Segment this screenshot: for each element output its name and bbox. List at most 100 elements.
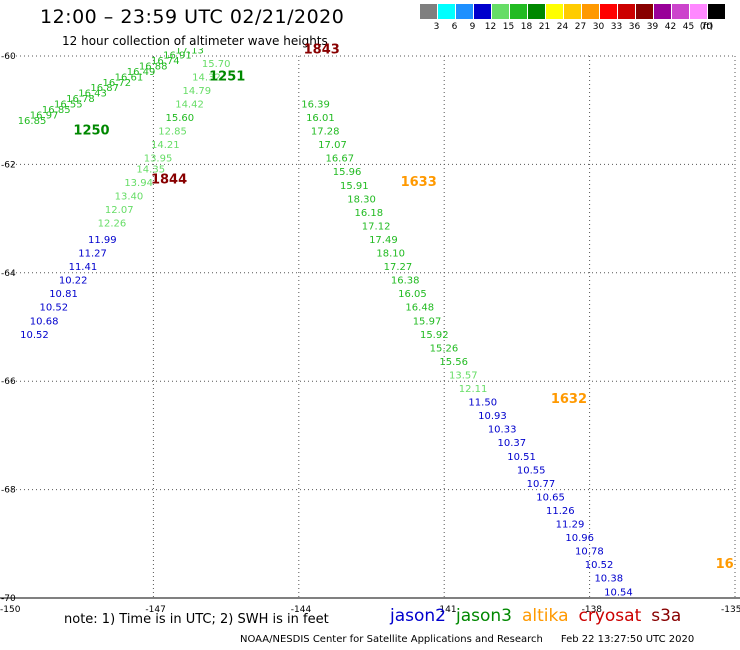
swh-value-label: 16.78 bbox=[66, 94, 95, 105]
swh-value-label: 16.88 bbox=[139, 62, 168, 73]
color-scale-label: 12 bbox=[484, 22, 497, 32]
color-scale-label: 21 bbox=[538, 22, 551, 32]
longitude-label: -150 bbox=[0, 605, 21, 615]
swh-value-label: 11.26 bbox=[546, 506, 575, 517]
footer: NOAA/NESDIS Center for Satellite Applica… bbox=[240, 634, 694, 645]
swh-value-label: 17.28 bbox=[311, 127, 340, 138]
swh-value-label: 16.01 bbox=[306, 113, 335, 124]
color-swatch bbox=[582, 4, 599, 19]
swh-value-label: 10.78 bbox=[575, 547, 604, 558]
pass-time-label: 1250 bbox=[73, 124, 109, 139]
swh-value-label: 10.77 bbox=[527, 479, 556, 490]
color-swatch bbox=[708, 4, 725, 19]
longitude-label: -135 bbox=[721, 605, 740, 615]
latitude-label: -64 bbox=[1, 269, 16, 279]
color-swatch bbox=[438, 4, 455, 19]
generation-timestamp: Feb 22 13:27:50 UTC 2020 bbox=[560, 634, 695, 645]
color-swatch bbox=[618, 4, 635, 19]
pass-time-label: 1844 bbox=[151, 172, 187, 187]
longitude-label: -144 bbox=[291, 605, 312, 615]
color-swatch bbox=[636, 4, 653, 19]
swh-value-label: 16.38 bbox=[391, 276, 420, 287]
swh-value-label: 16.48 bbox=[405, 303, 434, 314]
color-scale-label: (ft) bbox=[699, 22, 714, 32]
swh-value-label: 16.85 bbox=[18, 116, 47, 127]
color-swatch bbox=[546, 4, 563, 19]
color-scale-label: 3 bbox=[433, 22, 440, 32]
swh-value-label: 16.84 bbox=[187, 40, 216, 51]
swh-value-label: 18.10 bbox=[376, 249, 405, 260]
swh-point-group: 16.39 16.01 17.28 17.07 16.67 15.96 15.91 18.30… bbox=[18, 40, 633, 598]
swh-value-label: 10.52 bbox=[20, 330, 49, 341]
swh-value-label: 13.40 bbox=[115, 192, 144, 203]
color-scale-label: 70 bbox=[700, 22, 713, 32]
swh-value-label: 15.26 bbox=[430, 343, 459, 354]
swh-value-label: 10.96 bbox=[565, 533, 594, 544]
latitude-label: -70 bbox=[1, 594, 16, 604]
color-swatch bbox=[672, 4, 689, 19]
swh-value-label: 16.87 bbox=[90, 83, 119, 94]
pass-time-label: 1251 bbox=[209, 69, 245, 84]
color-scale-label: 42 bbox=[664, 22, 677, 32]
color-swatch bbox=[492, 4, 509, 19]
color-swatch bbox=[456, 4, 473, 19]
latitude-label: -68 bbox=[1, 486, 16, 496]
swh-value-label: 18.30 bbox=[347, 194, 376, 205]
swh-value-label: 16.43 bbox=[78, 89, 107, 100]
swh-value-label: 10.81 bbox=[49, 289, 78, 300]
color-scale-label: 24 bbox=[556, 22, 569, 32]
color-swatch bbox=[510, 4, 527, 19]
swh-value-label: 16.39 bbox=[301, 99, 330, 110]
satellite-cryosat: cryosat bbox=[578, 606, 642, 626]
swh-value-label: 16.49 bbox=[127, 67, 156, 78]
swh-value-label: 16.91 bbox=[163, 51, 192, 62]
swh-value-label: 10.55 bbox=[517, 465, 546, 476]
swh-value-label: 13.94 bbox=[124, 178, 153, 189]
color-scale-label: 36 bbox=[628, 22, 641, 32]
swh-value-label: 10.33 bbox=[488, 425, 517, 436]
pass-time-label: 16 bbox=[716, 557, 734, 572]
swh-value-label: 10.52 bbox=[585, 560, 614, 571]
credit-text: NOAA/NESDIS Center for Satellite Applica… bbox=[240, 634, 543, 645]
swh-value-label: 16.97 bbox=[30, 110, 59, 121]
swh-value-label: 15.92 bbox=[420, 330, 449, 341]
color-swatch bbox=[564, 4, 581, 19]
swh-value-label: 16.85 bbox=[42, 105, 71, 116]
swh-value-label: 15.96 bbox=[333, 167, 362, 178]
swh-value-label: 10.93 bbox=[478, 411, 507, 422]
color-swatch bbox=[474, 4, 491, 19]
satellite-jason2: jason2 bbox=[390, 606, 446, 626]
swh-value-label: 16.74 bbox=[151, 56, 180, 67]
color-swatch bbox=[600, 4, 617, 19]
pass-time-label: 1633 bbox=[401, 175, 437, 190]
latitude-label: -60 bbox=[1, 52, 16, 62]
swh-value-label: 17.49 bbox=[369, 235, 398, 246]
swh-value-label: 15.56 bbox=[439, 357, 468, 368]
pass-time-label: 1843 bbox=[304, 42, 340, 57]
swh-value-label: 11.41 bbox=[69, 262, 98, 273]
swh-value-label: 10.65 bbox=[536, 492, 565, 503]
longitude-label: -141 bbox=[436, 605, 456, 615]
page-subtitle: 12 hour collection of altimeter wave hei… bbox=[62, 34, 328, 48]
swh-value-label: 15.70 bbox=[202, 59, 231, 70]
swh-value-label: 11.27 bbox=[78, 249, 107, 260]
satellite-jason3: jason3 bbox=[456, 606, 512, 626]
swh-value-label: 14.79 bbox=[182, 86, 211, 97]
latitude-label: -66 bbox=[1, 377, 16, 387]
color-swatch bbox=[420, 4, 437, 19]
color-scale-label: 27 bbox=[574, 22, 587, 32]
swh-value-label: 11.50 bbox=[468, 398, 497, 409]
swh-value-label: 12.85 bbox=[158, 127, 187, 138]
swh-value-label: 16.67 bbox=[325, 154, 354, 165]
longitude-label: -147 bbox=[145, 605, 165, 615]
swh-value-label: 17.27 bbox=[384, 262, 413, 273]
swh-value-label: 11.29 bbox=[556, 520, 585, 531]
page-title: 12:00 – 23:59 UTC 02/21/2020 bbox=[40, 6, 345, 28]
color-swatch bbox=[528, 4, 545, 19]
color-scale-label: 30 bbox=[592, 22, 605, 32]
swh-value-label: 10.38 bbox=[594, 574, 623, 585]
color-scale-label: 6 bbox=[451, 22, 458, 32]
pass-time-label: 1632 bbox=[551, 392, 587, 407]
swh-value-label: 10.22 bbox=[59, 276, 88, 287]
